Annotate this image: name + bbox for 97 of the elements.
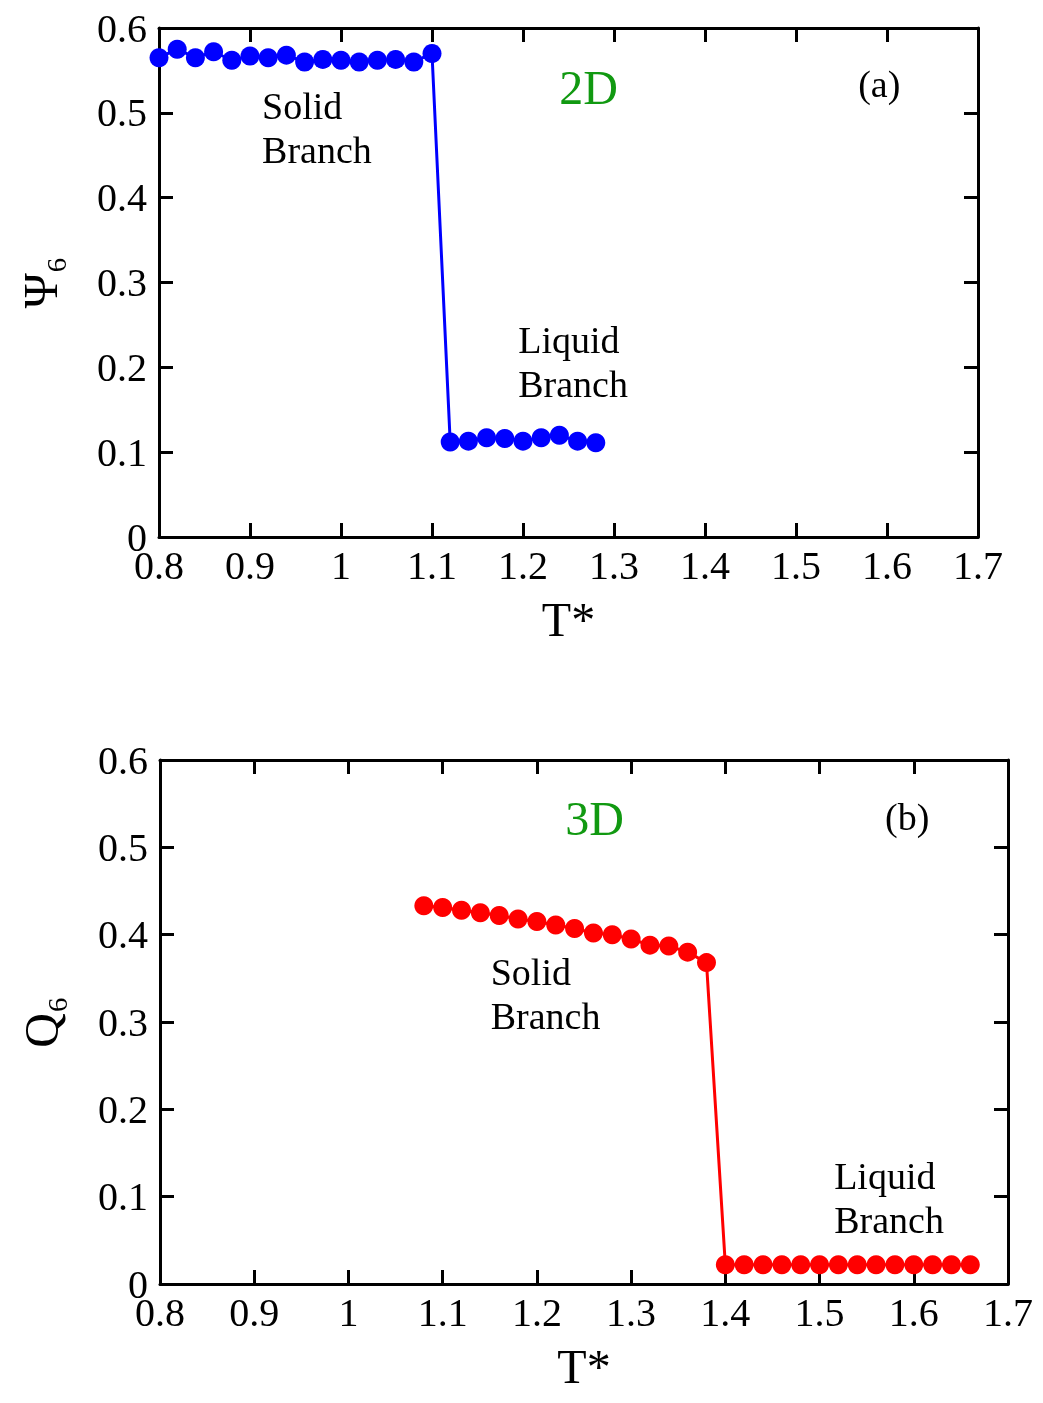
x-tick-label: 1.3 (589, 542, 639, 588)
point (276, 45, 296, 65)
x-tick-label: 1.7 (983, 1289, 1033, 1335)
point (495, 429, 515, 449)
annotation: Liquid Branch (518, 318, 628, 405)
point (772, 1255, 792, 1275)
point (440, 432, 460, 452)
annotation: Liquid Branch (834, 1154, 944, 1241)
point (621, 929, 641, 949)
y-tick-label: 0.2 (98, 1086, 148, 1132)
annotation: (a) (858, 63, 901, 107)
y-axis-title: Ψ₆ (13, 256, 67, 309)
x-tick-label: 1.3 (606, 1289, 657, 1335)
point (640, 935, 660, 955)
x-tick-label: 1 (331, 542, 351, 588)
point (452, 900, 472, 920)
x-tick-label: 1.5 (771, 542, 821, 588)
point (941, 1255, 961, 1275)
point (240, 46, 260, 66)
point (568, 431, 588, 451)
point (470, 903, 490, 923)
point (349, 52, 369, 72)
annotation: 2D (559, 61, 618, 115)
point (489, 905, 509, 925)
point (222, 50, 242, 70)
point (513, 431, 533, 451)
point (531, 428, 551, 448)
point (565, 919, 585, 939)
point (414, 896, 434, 916)
point (753, 1255, 773, 1275)
point (422, 43, 442, 63)
annotation: Solid Branch (262, 84, 372, 171)
point (546, 915, 566, 935)
y-tick-label: 0.3 (97, 260, 147, 305)
y-tick-label: 0.4 (98, 912, 148, 958)
point (204, 42, 224, 62)
annotation: Solid Branch (490, 950, 601, 1037)
y-tick-label: 0.2 (97, 344, 147, 390)
point (885, 1255, 905, 1275)
x-tick-label: 1.6 (888, 1289, 939, 1335)
point (602, 925, 622, 945)
point (527, 912, 547, 932)
point (715, 1255, 735, 1275)
x-tick-label: 1.1 (417, 1289, 468, 1335)
annotation: 3D (565, 792, 625, 846)
point (167, 39, 187, 59)
point (549, 425, 569, 445)
point (847, 1255, 867, 1275)
point (791, 1255, 811, 1275)
point (386, 49, 406, 69)
x-tick-label: 1.7 (953, 542, 1003, 588)
x-axis-title: T* (541, 592, 596, 646)
y-tick-label: 0.6 (98, 737, 148, 783)
y-tick-label: 0.5 (98, 824, 148, 870)
x-tick-label: 0.9 (225, 542, 275, 588)
point (149, 48, 169, 68)
y-tick-label: 0.1 (97, 429, 147, 475)
x-tick-label: 1 (338, 1289, 359, 1335)
point (923, 1255, 943, 1275)
x-tick-label: 1.5 (794, 1289, 845, 1335)
point (697, 953, 716, 973)
annotation: (b) (885, 795, 930, 839)
y-axis-title: Q₆ (14, 996, 68, 1048)
point (659, 936, 679, 956)
point (586, 433, 606, 453)
x-tick-label: 1.4 (700, 1289, 751, 1335)
y-tick-label: 0.5 (97, 90, 147, 136)
x-tick-label: 1.1 (407, 542, 457, 588)
point (331, 50, 351, 70)
y-tick-label: 0.4 (97, 175, 147, 221)
point (734, 1255, 754, 1275)
x-tick-label: 1.2 (511, 1289, 562, 1335)
point (810, 1255, 830, 1275)
x-tick-label: 0.9 (229, 1289, 280, 1335)
y-tick-label: 0.6 (97, 5, 147, 51)
point (404, 52, 424, 72)
x-tick-label: 1.6 (862, 542, 912, 588)
point (477, 428, 497, 448)
point (258, 48, 278, 68)
point (185, 48, 205, 68)
point (508, 909, 528, 929)
point (313, 49, 333, 69)
point (295, 52, 315, 72)
y-tick-label: 0.3 (98, 999, 148, 1045)
x-tick-label: 1.4 (680, 542, 730, 588)
point (678, 942, 698, 962)
point (583, 923, 603, 943)
point (433, 898, 453, 918)
x-tick-label: 1.2 (498, 542, 548, 588)
x-axis-title: T* (557, 1339, 611, 1393)
point (458, 431, 478, 451)
point (367, 50, 387, 70)
point (866, 1255, 886, 1275)
point (904, 1255, 924, 1275)
point (828, 1255, 848, 1275)
point (960, 1255, 980, 1275)
y-tick-label: 0.1 (98, 1174, 148, 1220)
